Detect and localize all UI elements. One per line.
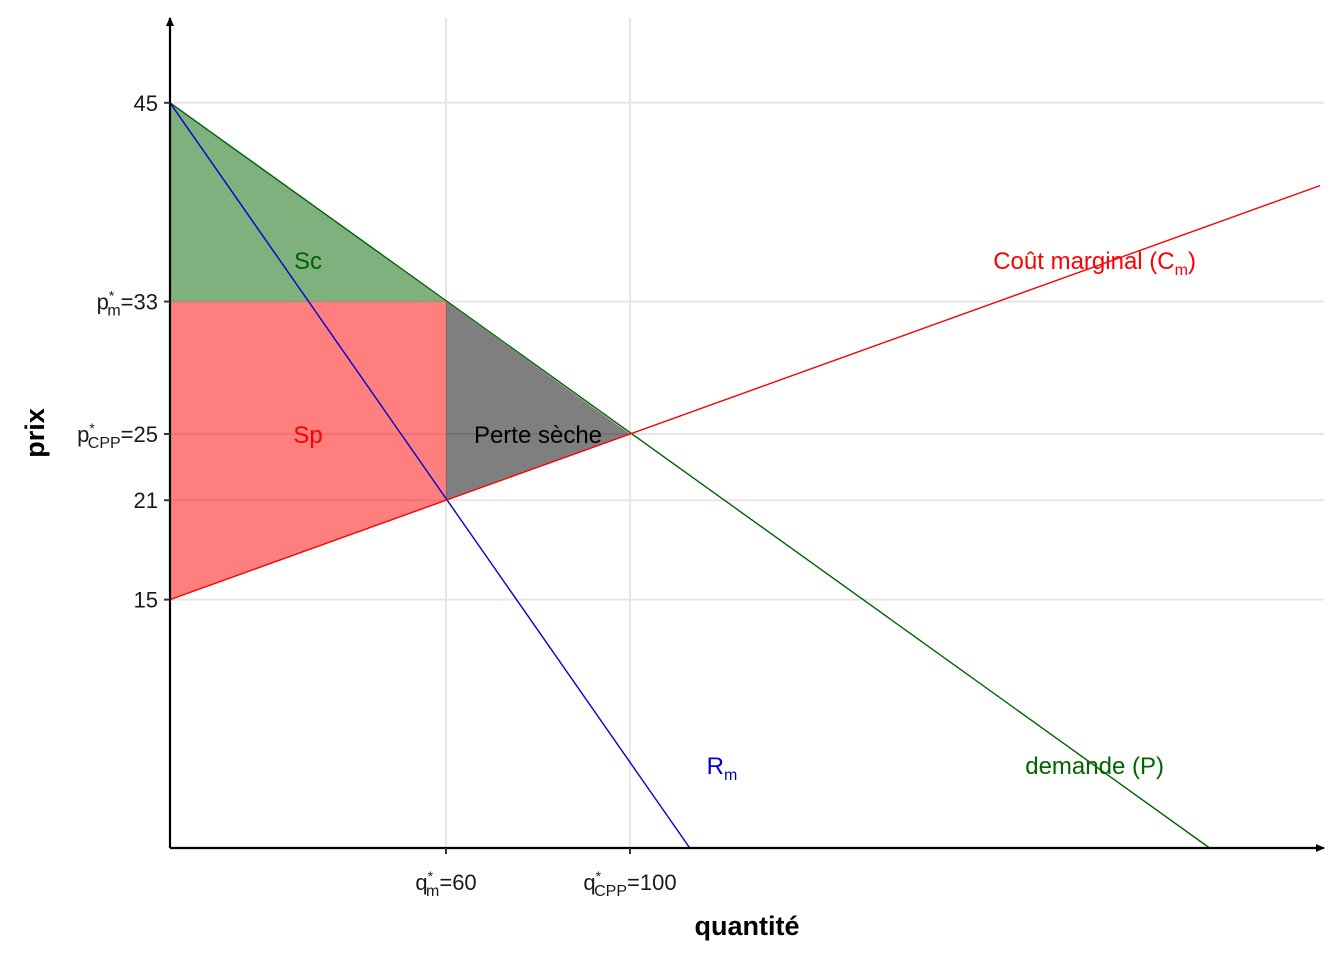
y-tick-label: p* m=33 bbox=[97, 288, 158, 320]
mc-annotation: Coût marginal (Cm) bbox=[993, 248, 1196, 279]
curves bbox=[169, 102, 1321, 849]
surplus-areas bbox=[170, 102, 630, 600]
ticks: 15 21 p* CPP=25 p* m=33 45 q* m=60 q* CPP=100 bbox=[77, 91, 677, 900]
x-tick-label: q* m=60 bbox=[415, 868, 476, 900]
mr-annotation: Rm bbox=[707, 753, 738, 784]
annotations: Sc Sp Perte sèche Coût marginal (Cm) Rm deman… bbox=[293, 248, 1196, 784]
y-tick-label: 15 bbox=[134, 588, 158, 613]
marginal_cost-line bbox=[169, 184, 1321, 601]
dwl-area bbox=[446, 301, 630, 501]
x-axis-title: quantité bbox=[695, 911, 800, 941]
sp-annotation: Sp bbox=[293, 422, 322, 449]
x-tick-label: q* CPP=100 bbox=[583, 868, 676, 900]
y-tick-label: p* CPP=25 bbox=[77, 420, 158, 452]
y-tick-label: 45 bbox=[134, 91, 158, 116]
sp-area bbox=[170, 301, 446, 600]
demand-annotation: demande (P) bbox=[1025, 753, 1164, 780]
demand-line bbox=[169, 102, 1211, 849]
marginal_revenue-line bbox=[169, 102, 691, 849]
dwl-annotation: Perte sèche bbox=[474, 422, 602, 449]
sc-annotation: Sc bbox=[294, 248, 322, 275]
y-tick-label: 21 bbox=[134, 488, 158, 513]
y-axis-title: prix bbox=[20, 408, 50, 458]
